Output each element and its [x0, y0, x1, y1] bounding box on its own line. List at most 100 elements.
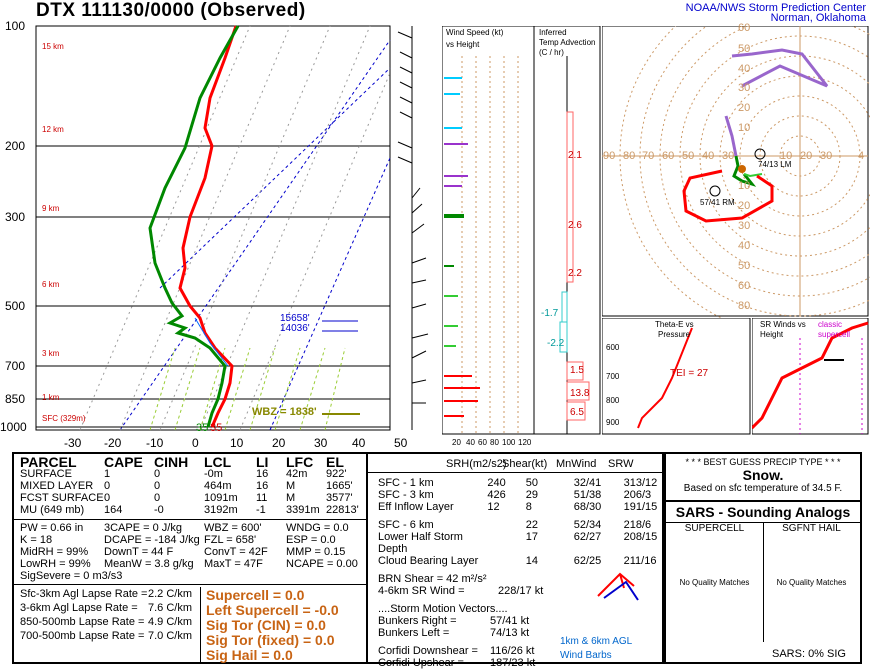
sfc-dewp: 35	[196, 422, 209, 434]
sr-supercell: supercell	[818, 330, 851, 339]
lapse-row: Sfc-3km Agl Lapse Rate = 2.2 C/km	[20, 587, 198, 601]
skewt-plot	[35, 25, 429, 431]
ws-title: Wind Speed (kt)	[446, 28, 504, 37]
theta-ytick: 900	[606, 418, 620, 427]
hodo-tick: 10	[738, 122, 751, 134]
ta-value: 6.5	[570, 407, 584, 418]
hodo-tick: 80	[738, 300, 751, 312]
p-label-1000: 1000	[0, 420, 27, 434]
parcel-cell: SURFACE	[20, 468, 72, 480]
parcel-cell: -1	[256, 504, 266, 516]
hdr-cinh: CINH	[154, 454, 189, 470]
parcel-cell: 3391m	[286, 504, 320, 516]
hodo-xtick: 80	[623, 150, 636, 162]
parcel-panel: PARCEL CAPE CINH LCL LI LFC EL SURFACE 1 0…	[12, 452, 368, 664]
ta-value: 2.2	[568, 268, 582, 279]
parcel-cell: 0	[154, 492, 161, 504]
hodo-xtick: 20	[800, 150, 813, 162]
lapse-row: 850-500mb Lapse Rate = 4.9 C/km	[20, 615, 198, 629]
parcel-cell: 1091m	[204, 492, 238, 504]
hdr-el: EL	[326, 454, 344, 470]
param-cell: MaxT = 47F	[204, 558, 263, 570]
hodo-tick: 30	[738, 220, 751, 232]
corfidi-up-value: 187/23 kt	[490, 657, 536, 669]
kin-cell: 62/27	[573, 531, 602, 543]
lapse-label: 3-6km Agl Lapse Rate =	[20, 602, 138, 614]
sr46-value: 228/17 kt	[498, 585, 544, 597]
param-cell: WNDG = 0.0	[286, 522, 349, 534]
param-cell: 3CAPE = 0 J/kg	[104, 522, 182, 534]
h-label: 9 km	[42, 204, 60, 213]
kin-cell	[487, 519, 525, 531]
parcel-cell: FCST SURFACE	[20, 492, 104, 504]
param-cell: WBZ = 600'	[204, 522, 262, 534]
kin-cell: 29	[525, 489, 538, 501]
t-label: 30	[314, 436, 328, 450]
hdr-li: LI	[256, 454, 269, 470]
sars-col1: SUPERCELL	[684, 523, 745, 534]
theta-ytick: 600	[606, 343, 620, 352]
sr-title: SR Winds vs	[760, 320, 806, 329]
p-label-700: 700	[5, 359, 26, 373]
bunkers-right: Bunkers Right =	[378, 615, 457, 627]
corfidi-down-value: 116/26 kt	[490, 645, 535, 657]
bunkers-left-value: 74/13 kt	[490, 627, 530, 639]
p-label-300: 300	[5, 210, 26, 224]
param-row: LowRH = 99% MeanW = 3.8 g/kg MaxT = 47F NCA…	[20, 558, 366, 570]
param-cell: NCAPE = 0.00	[286, 558, 358, 570]
kin-cell: 51/38	[573, 489, 602, 501]
lapse-value: 7.6 C/km	[148, 602, 193, 614]
t-label: -20	[104, 436, 122, 450]
param-cell: DCAPE = -184 J/kg	[104, 534, 200, 546]
hodo-xtick: 4	[858, 150, 865, 162]
hodo-xtick: 70	[642, 150, 655, 162]
kin-cell: 426	[487, 489, 506, 501]
kin-cell: Lower Half Storm Depth	[378, 531, 463, 555]
composite-index: Sig Tor (CIN) = 0.0	[206, 617, 326, 633]
org-line-1: NOAA/NWS Storm Prediction Center	[685, 2, 866, 14]
kin-cell: 14	[525, 555, 538, 567]
ta-title: Inferred	[539, 28, 567, 37]
p-label-500: 500	[5, 299, 26, 313]
parcel-cell: 164	[104, 504, 123, 516]
precip-title: * * * BEST GUESS PRECIP TYPE * * *	[685, 457, 841, 467]
kin-row: Eff Inflow Layer 12 8 68/30 191/15	[378, 501, 662, 513]
sr-winds-panel	[752, 318, 869, 435]
parcel-cell: 3192m	[204, 504, 238, 516]
param-cell: K = 18	[20, 534, 53, 546]
parcel-cell: 0	[154, 480, 161, 492]
kin-cell: 8	[525, 501, 532, 513]
p-label-200: 200	[5, 139, 26, 153]
hdr-cape: CAPE	[104, 454, 143, 470]
precip-type: Snow.	[742, 467, 784, 483]
ta-units: (C / hr)	[539, 48, 564, 57]
lapse-row: 700-500mb Lapse Rate = 7.0 C/km	[20, 629, 198, 643]
ws-xtick: 40	[466, 438, 475, 447]
ta-value: -2.2	[547, 338, 565, 349]
parcel-cell: 16	[256, 480, 269, 492]
t-label: 50	[394, 436, 408, 450]
theta-ytick: 700	[606, 372, 620, 381]
org-line-2: Norman, Oklahoma	[770, 12, 866, 24]
ta-value: 2.6	[568, 220, 582, 231]
level-label-1: 15658'	[280, 313, 310, 324]
parcel-cell: 3577'	[326, 492, 353, 504]
kin-cell: 206/3	[623, 489, 652, 501]
composite-index: Left Supercell = -0.0	[206, 602, 339, 618]
param-cell: ESP = 0.0	[286, 534, 336, 546]
kin-cell: 208/15	[623, 531, 658, 543]
corfidi-down: Corfidi Downshear =	[378, 645, 478, 657]
kin-cell: 22	[525, 519, 538, 531]
bunkers-left: Bunkers Left =	[378, 627, 450, 639]
precip-basis: Based on sfc temperature of 34.5 F.	[683, 483, 843, 494]
kin-cell: 32/41	[573, 477, 602, 489]
hodo-xtick: 30	[722, 150, 735, 162]
kin-cell: SFC - 3 km	[378, 489, 434, 501]
ws-xtick: 100	[502, 438, 516, 447]
parcel-cell: 42m	[286, 468, 308, 480]
lapse-label: 850-500mb Lapse Rate =	[20, 616, 145, 628]
wind-barbs	[397, 31, 429, 404]
kin-hdr: SRH(m2/s2)	[446, 458, 507, 470]
kin-cell: 68/30	[573, 501, 602, 513]
p-label-850: 850	[5, 392, 26, 406]
